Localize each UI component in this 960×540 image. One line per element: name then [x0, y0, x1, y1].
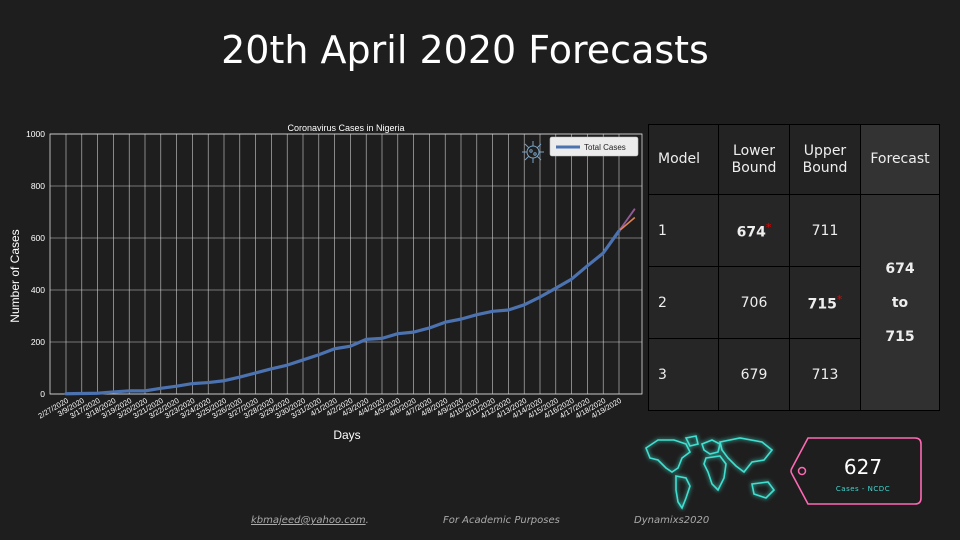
- data-point: [191, 382, 194, 385]
- tag-caption: Cases - NCDC: [835, 485, 891, 493]
- data-point: [159, 387, 162, 390]
- data-point: [96, 392, 99, 395]
- x-axis-label: Days: [333, 428, 360, 442]
- data-point: [349, 344, 352, 348]
- forecast-table: Model Lower Bound Upper Bound Forecast 1…: [648, 124, 940, 411]
- data-point: [428, 326, 431, 330]
- table-header-row: Model Lower Bound Upper Bound Forecast: [648, 124, 940, 195]
- data-point: [554, 286, 557, 290]
- forecast-line: [618, 216, 636, 232]
- plot-frame: [49, 133, 643, 395]
- tag-case-count: 627: [843, 455, 883, 479]
- footer-brand: Dynamixs2020: [634, 515, 710, 526]
- data-point: [143, 389, 147, 393]
- row2-lower: 706: [718, 266, 790, 339]
- row1-lower-value: 674: [736, 224, 766, 241]
- table-row: 2 706 715*: [648, 266, 940, 339]
- series-layer: [64, 208, 636, 396]
- axis-ticks: 2/27/20203/9/20203/17/20203/18/20203/19/…: [26, 129, 623, 420]
- forecast-from: 674: [885, 260, 915, 277]
- legend: Total Cases: [549, 136, 639, 157]
- row1-upper: 711: [789, 194, 861, 267]
- data-point: [254, 371, 257, 375]
- data-point: [175, 385, 178, 388]
- data-point: [207, 381, 210, 384]
- data-point: [317, 353, 320, 356]
- data-point: [64, 392, 68, 395]
- row3-upper: 713: [789, 338, 861, 411]
- table-row: 1 674* 711 674 to 715: [648, 194, 940, 411]
- data-point: [570, 277, 573, 281]
- row2-upper-star: *: [836, 292, 843, 306]
- data-point: [491, 310, 494, 313]
- data-point: [444, 321, 447, 324]
- data-point: [365, 338, 368, 341]
- y-axis-label: Number of Cases: [8, 229, 22, 322]
- data-point: [412, 330, 415, 334]
- row1-lower: 674*: [718, 194, 790, 267]
- data-point: [301, 358, 305, 362]
- data-point: [112, 390, 115, 394]
- data-point: [333, 347, 336, 350]
- y-tick-label: 0: [40, 389, 45, 399]
- data-point: [507, 308, 510, 312]
- forecast-to-word: to: [891, 294, 909, 311]
- footer-email-suffix: .: [365, 515, 369, 526]
- data-point: [238, 375, 241, 379]
- data-point: [128, 389, 131, 393]
- header-lower-bound: Lower Bound: [718, 124, 790, 195]
- y-tick-label: 800: [31, 181, 45, 191]
- data-point: [270, 367, 273, 370]
- y-tick-label: 600: [31, 233, 45, 243]
- data-point: [222, 379, 226, 382]
- row2-upper-value: 715: [807, 296, 837, 313]
- data-point: [475, 313, 478, 316]
- data-point: [286, 363, 289, 367]
- footer-email[interactable]: kbmajeed@yahoo.com.: [251, 515, 369, 526]
- y-tick-label: 200: [31, 337, 45, 347]
- slide-title: 20th April 2020 Forecasts: [221, 28, 709, 72]
- row3-model: 3: [648, 338, 719, 411]
- y-tick-label: 400: [31, 285, 45, 295]
- data-point: [586, 264, 589, 268]
- data-point: [523, 303, 526, 307]
- chart-title: Coronavirus Cases in Nigeria: [287, 123, 404, 133]
- y-tick-label: 1000: [26, 129, 45, 139]
- data-point: [538, 295, 542, 299]
- footer-academic-note: For Academic Purposes: [443, 515, 560, 526]
- data-point: [459, 317, 463, 321]
- header-forecast: Forecast: [860, 124, 940, 195]
- forecast-range: 674 to 715: [860, 194, 940, 411]
- header-upper-bound: Upper Bound: [789, 124, 861, 195]
- data-point: [80, 392, 84, 395]
- case-count-tag: [790, 437, 922, 505]
- data-point: [396, 332, 399, 335]
- forecast-line: [618, 208, 636, 232]
- data-point: [602, 251, 605, 255]
- forecast-to: 715: [885, 328, 915, 345]
- row3-lower: 679: [718, 338, 790, 411]
- series-line-total-cases: [64, 229, 621, 396]
- row1-model: 1: [648, 194, 719, 267]
- footer-email-address[interactable]: kbmajeed@yahoo.com: [251, 515, 366, 526]
- row1-lower-star: *: [765, 220, 772, 234]
- data-point: [617, 229, 621, 233]
- virus-icon: [522, 141, 544, 163]
- world-map-icon: [645, 435, 776, 510]
- row2-model: 2: [648, 266, 719, 339]
- data-point: [380, 337, 384, 340]
- grid: [50, 133, 642, 395]
- legend-label: Total Cases: [584, 143, 626, 152]
- row2-upper: 715*: [789, 266, 861, 339]
- cases-line-chart: Coronavirus Cases in Nigeria Number of C…: [8, 123, 643, 442]
- table-row: 3 679 713: [648, 338, 940, 411]
- header-model: Model: [648, 124, 719, 195]
